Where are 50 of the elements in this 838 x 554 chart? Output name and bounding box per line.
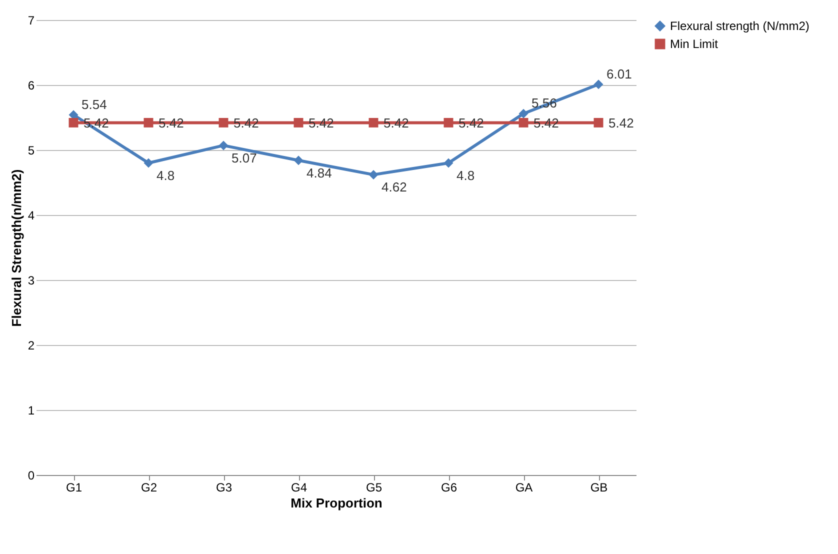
x-tick-label: GB — [590, 480, 608, 494]
legend-label: Min Limit — [670, 37, 719, 51]
data-label: 5.42 — [608, 116, 634, 131]
y-tick-label: 6 — [28, 78, 35, 92]
data-label: 5.54 — [82, 96, 107, 112]
y-tick-label: 2 — [28, 338, 35, 352]
data-label: 5.42 — [534, 116, 559, 131]
point — [68, 118, 78, 128]
x-tick-label: G2 — [140, 480, 158, 494]
data-label: 5.42 — [84, 116, 109, 131]
point — [218, 140, 228, 150]
point — [294, 118, 304, 128]
point — [144, 158, 154, 168]
y-axis-title: Flexural Strength(n/mm2) — [8, 169, 24, 327]
x-tick-label: G6 — [440, 480, 458, 494]
data-label: 5.42 — [458, 116, 484, 131]
data-label: 4.84 — [306, 165, 332, 180]
point — [444, 118, 454, 128]
y-tick-label: 1 — [28, 404, 35, 418]
x-tick-label: G3 — [216, 480, 232, 494]
y-tick-label: 5 — [28, 144, 35, 158]
point — [594, 118, 604, 128]
point — [368, 170, 378, 180]
y-tick-label: 3 — [28, 274, 35, 288]
point — [444, 158, 454, 168]
y-tick-label: 7 — [28, 14, 35, 28]
y-tick-label: 4 — [28, 208, 35, 222]
x-axis-title: Mix Proportion — [290, 496, 382, 510]
legend-label: Flexural strength (N/mm2) — [670, 19, 810, 33]
data-label: 4.8 — [156, 168, 175, 183]
data-label: 6.01 — [606, 66, 632, 82]
data-label: 5.42 — [234, 116, 259, 131]
data-label: 4.8 — [456, 168, 475, 183]
data-label: 4.62 — [382, 180, 407, 195]
y-tick-label: 0 — [28, 468, 35, 482]
data-label: 5.42 — [384, 116, 409, 131]
point — [594, 80, 604, 90]
data-label: 5.42 — [158, 116, 184, 131]
point — [518, 118, 528, 128]
point — [294, 156, 304, 166]
point — [368, 118, 378, 128]
x-tick-label: G5 — [366, 480, 382, 494]
x-tick-label: G4 — [290, 480, 308, 494]
point — [518, 108, 528, 118]
point — [144, 118, 154, 128]
x-tick-label: GA — [515, 480, 533, 494]
point — [218, 118, 228, 128]
x-tick-label: G1 — [66, 480, 82, 494]
data-label: 5.07 — [232, 150, 257, 166]
data-label: 5.42 — [308, 116, 334, 131]
